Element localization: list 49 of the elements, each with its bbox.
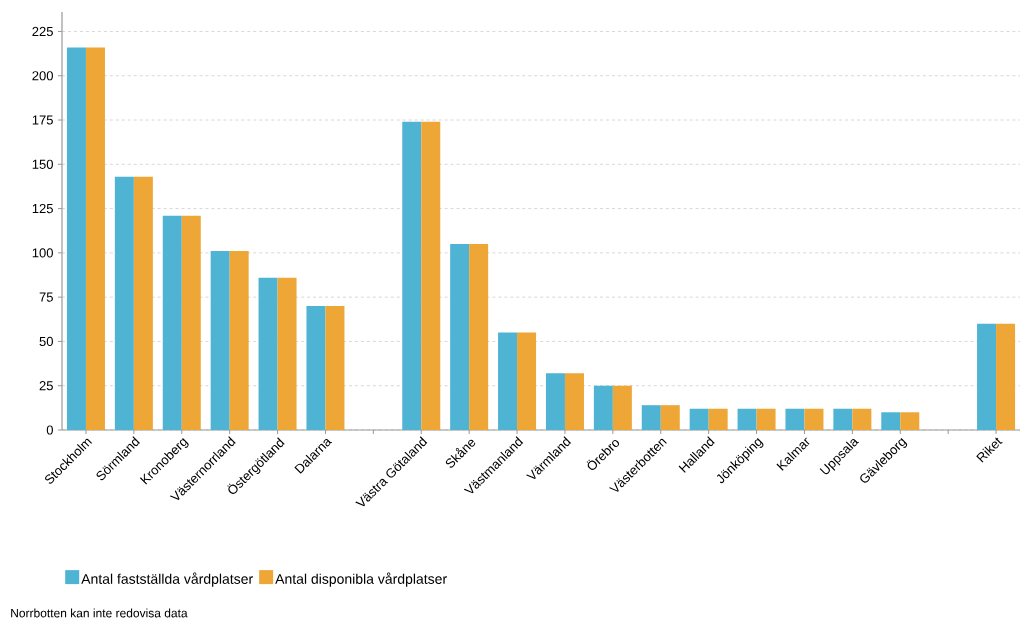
bar [277, 277, 297, 430]
bar [133, 176, 153, 430]
bar [737, 408, 757, 430]
y-tick-label: 50 [39, 336, 53, 347]
y-tick-label: 100 [32, 248, 53, 258]
bar [114, 176, 134, 430]
y-tick-label: 150 [32, 159, 53, 169]
bar [66, 47, 86, 430]
bar [612, 385, 632, 430]
bar [564, 373, 584, 430]
bar [804, 408, 824, 430]
bar [977, 323, 997, 430]
y-tick-label: 200 [32, 71, 53, 81]
legend-label: Antal fastställda vårdplatser [81, 572, 253, 587]
bar [545, 373, 565, 430]
bar [641, 405, 661, 430]
bar [708, 408, 728, 430]
bar [660, 405, 680, 430]
bar [881, 412, 901, 430]
bar [421, 121, 441, 430]
bar [756, 408, 776, 430]
bar [517, 332, 537, 430]
bar [900, 412, 920, 430]
text: Norrbotten kan inte redovisa data [11, 608, 188, 618]
legend-label: Antal disponibla vårdplatser [275, 572, 447, 587]
bar [450, 244, 470, 430]
y-tick-label: 175 [32, 115, 53, 125]
bar [402, 121, 422, 430]
bar [306, 306, 326, 430]
bar [689, 408, 709, 430]
y-tick-label: 0 [46, 425, 53, 435]
bar [785, 408, 805, 430]
y-tick-label: 75 [39, 292, 53, 302]
y-tick-label: 225 [32, 26, 53, 37]
bar [258, 277, 278, 430]
y-tick-label: 125 [32, 203, 53, 214]
bar [229, 251, 249, 430]
bar [325, 306, 345, 430]
y-tick-label: 25 [39, 381, 53, 391]
bar [833, 408, 853, 430]
bar [162, 215, 182, 430]
bar [498, 332, 518, 430]
bar [181, 215, 201, 430]
bar [85, 47, 105, 430]
bar [593, 385, 613, 430]
bar [469, 244, 489, 430]
bar [996, 323, 1016, 430]
bar [210, 251, 230, 430]
bar [852, 408, 872, 430]
